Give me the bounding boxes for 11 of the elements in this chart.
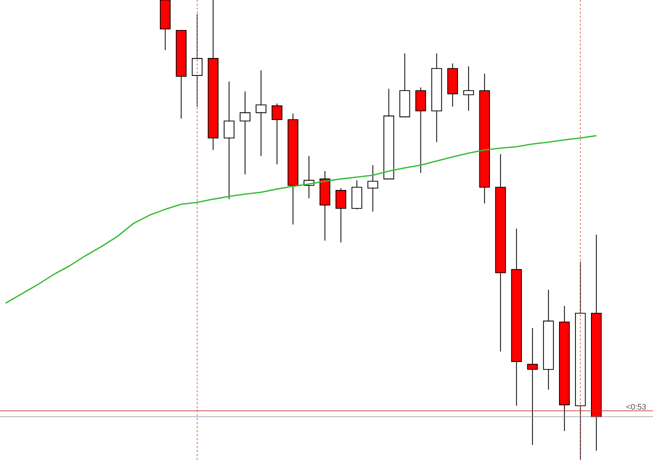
candlestick — [336, 188, 346, 243]
candlestick — [240, 91, 250, 175]
candlestick — [224, 81, 234, 200]
candlestick — [256, 70, 266, 156]
candlestick — [367, 164, 378, 212]
candlestick — [463, 66, 474, 112]
candlestick — [351, 180, 362, 210]
candlestick — [192, 14, 203, 108]
candlestick — [272, 103, 282, 165]
candlestick — [527, 328, 538, 446]
candlestick — [415, 86, 426, 174]
